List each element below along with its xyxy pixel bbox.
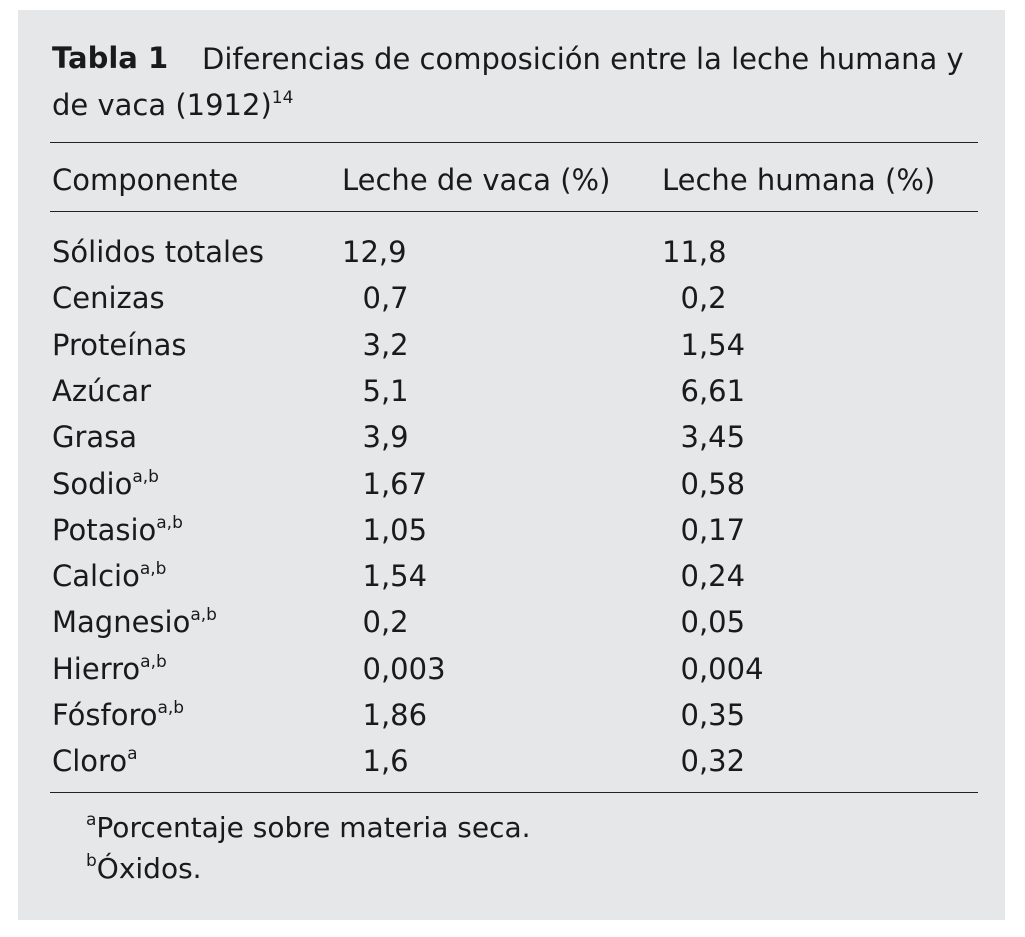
cow-value: 5,1 [362, 373, 409, 408]
component-name: Proteínas [52, 327, 187, 362]
cow-value: 3,2 [362, 327, 409, 362]
component-note: a,b [190, 605, 217, 626]
cow-value: 0,2 [362, 605, 409, 640]
footnote-mark: b [86, 851, 97, 871]
component-cell: Azúcar [52, 373, 152, 408]
title-ref: 14 [271, 88, 294, 108]
component-note: a,b [156, 512, 183, 533]
component-note: a,b [139, 559, 167, 580]
component-cell: Magnesioa,b [52, 605, 217, 640]
component-note: a,b [140, 651, 167, 672]
human-value: 0,58 [680, 466, 746, 501]
component-note: a [127, 744, 138, 765]
cow-value: 12,9 [342, 235, 407, 269]
component-name: Sólidos totales [52, 235, 265, 269]
human-value: 3,45 [680, 420, 746, 455]
component-name: Magnesio [52, 605, 191, 640]
component-note: a,b [132, 466, 159, 487]
table-label: Tabla 1 [52, 41, 169, 75]
component-cell: Hierroa,b [52, 651, 167, 686]
cow-value: 1,86 [362, 698, 428, 732]
component-cell: Sólidos totales [52, 238, 264, 267]
component-name: Grasa [52, 420, 138, 455]
component-note: a,b [157, 698, 185, 718]
component-cell: Cloroa [52, 744, 138, 779]
component-name: Azúcar [52, 373, 152, 408]
human-value: 0,2 [680, 281, 727, 316]
component-name: Fósforo [52, 698, 158, 732]
component-name: Calcio [52, 559, 140, 594]
cow-value: 1,67 [362, 466, 428, 501]
component-cell: Potasioa,b [52, 512, 183, 547]
human-value: 0,35 [680, 698, 746, 732]
cow-value: 3,9 [362, 420, 409, 455]
component-cell: Fósforoa,b [52, 698, 185, 732]
human-value: 0,24 [680, 559, 746, 594]
column-header: Leche humana (%) [662, 163, 936, 197]
human-value: 0,05 [680, 605, 746, 640]
title-text: Diferencias de composición entre la lech… [52, 42, 964, 122]
cow-value: 1,54 [362, 559, 428, 594]
human-value: 6,61 [680, 373, 746, 408]
component-cell: Proteínas [52, 327, 187, 362]
footnote: aPorcentaje sobre materia seca. [86, 811, 531, 844]
component-name: Hierro [52, 651, 141, 686]
column-header: Componente [52, 163, 239, 197]
component-cell: Cenizas [52, 284, 165, 313]
component-cell: Grasa [52, 423, 137, 452]
footnote-text: Porcentaje sobre materia seca. [96, 811, 531, 844]
title-text-block: Diferencias de composición entre la lech… [52, 36, 982, 128]
human-value: 1,54 [680, 327, 746, 362]
title-line: Tabla 1 [52, 44, 168, 73]
footnote-mark: a [86, 810, 97, 830]
bottom-rule [50, 792, 978, 793]
human-value: 0,004 [680, 651, 764, 686]
cow-value: 0,003 [362, 651, 446, 686]
component-name: Cloro [52, 744, 128, 779]
top-rule [50, 142, 978, 143]
component-name: Potasio [52, 512, 157, 547]
component-name: Sodio [52, 466, 133, 501]
footnote: bÓxidos. [86, 852, 202, 885]
human-value: 0,17 [680, 512, 746, 547]
table-panel [18, 10, 1005, 920]
cow-value: 1,05 [362, 512, 428, 547]
human-value: 11,8 [662, 235, 727, 269]
header-rule [50, 211, 978, 212]
cow-value: 1,6 [362, 744, 409, 779]
column-header: Leche de vaca (%) [342, 163, 611, 197]
human-value: 0,32 [680, 744, 746, 779]
component-cell: Calcioa,b [52, 559, 167, 594]
footnote-text: Óxidos. [96, 852, 202, 885]
cow-value: 0,7 [362, 281, 409, 316]
component-name: Cenizas [52, 281, 165, 316]
component-cell: Sodioa,b [52, 466, 159, 501]
